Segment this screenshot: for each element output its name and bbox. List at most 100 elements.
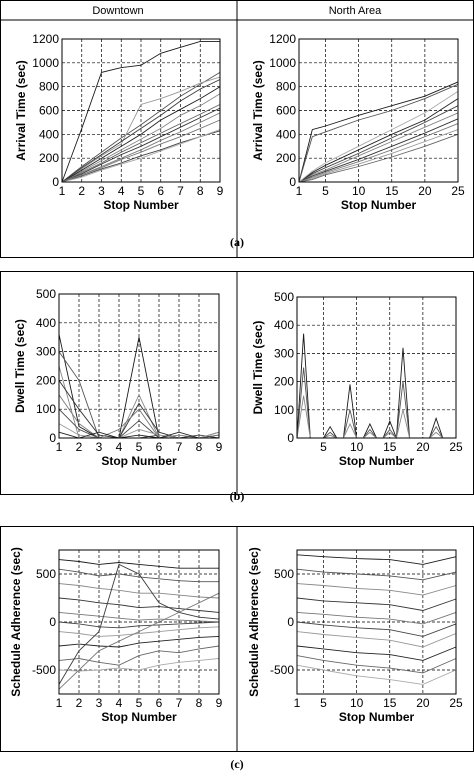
y-tick-label: 1000 bbox=[269, 56, 296, 70]
y-axis-label: Dwell Time (sec) bbox=[251, 321, 265, 415]
y-tick-label: 200 bbox=[274, 375, 294, 389]
series-line bbox=[298, 118, 459, 183]
x-tick-label: 5 bbox=[320, 440, 327, 454]
series-line bbox=[61, 40, 220, 183]
y-tick-label: -500 bbox=[270, 663, 294, 677]
plot-area-frame bbox=[296, 549, 457, 695]
series-line bbox=[298, 129, 459, 183]
series-line bbox=[61, 79, 221, 183]
series-line bbox=[296, 621, 457, 637]
x-tick-label: 6 bbox=[156, 696, 163, 710]
series-line bbox=[61, 93, 221, 183]
y-tick-label: 500 bbox=[36, 287, 56, 301]
y-axis-label: Schedule Adherence (sec) bbox=[9, 547, 23, 697]
series-line bbox=[58, 658, 220, 672]
series-line bbox=[58, 611, 220, 623]
header-downtown: Downtown bbox=[92, 5, 143, 17]
x-tick-label: 25 bbox=[451, 184, 465, 198]
plot-area-frame bbox=[58, 293, 220, 439]
series-line bbox=[298, 98, 459, 183]
x-tick-label: 1 bbox=[59, 184, 66, 198]
x-tick-label: 1 bbox=[56, 440, 63, 454]
y-tick-label: 1000 bbox=[32, 56, 59, 70]
y-tick-label: 200 bbox=[276, 151, 296, 165]
x-tick-label: 15 bbox=[383, 696, 397, 710]
y-tick-label: 300 bbox=[274, 346, 294, 360]
chart-b-north: 5 10 15 20 25 0 100 200 300 400 500 Stop Number Dwel… bbox=[251, 290, 463, 468]
x-axis-label: Stop Number bbox=[339, 454, 415, 468]
series-line bbox=[298, 123, 459, 183]
caption-b: (b) bbox=[230, 489, 245, 503]
series-line bbox=[61, 129, 221, 183]
x-tick-label: 3 bbox=[96, 440, 103, 454]
series-line bbox=[58, 394, 220, 439]
series-line bbox=[58, 563, 220, 685]
y-tick-label: 100 bbox=[274, 403, 294, 417]
y-tick-label: 800 bbox=[39, 80, 59, 94]
x-tick-label: 20 bbox=[418, 184, 432, 198]
x-tick-label: 2 bbox=[78, 184, 85, 198]
y-tick-label: 0 bbox=[49, 615, 56, 629]
y-tick-label: 0 bbox=[287, 431, 294, 445]
series-line bbox=[61, 76, 221, 183]
caption-a: (a) bbox=[230, 235, 244, 249]
series-line bbox=[58, 568, 219, 583]
y-tick-label: 100 bbox=[36, 402, 56, 416]
x-tick-label: 9 bbox=[216, 696, 223, 710]
x-tick-label: 15 bbox=[383, 440, 397, 454]
y-tick-label: 600 bbox=[276, 104, 296, 118]
series-line bbox=[58, 408, 220, 439]
x-tick-label: 2 bbox=[76, 440, 83, 454]
y-tick-label: -500 bbox=[32, 663, 56, 677]
x-tick-label: 5 bbox=[136, 696, 143, 710]
x-tick-label: 5 bbox=[136, 440, 143, 454]
x-tick-label: 7 bbox=[176, 696, 183, 710]
x-tick-label: 7 bbox=[176, 440, 183, 454]
series-line bbox=[296, 611, 457, 625]
y-tick-label: 1200 bbox=[32, 32, 59, 46]
series-line bbox=[61, 72, 221, 183]
y-axis-label: Arrival Time (sec) bbox=[14, 60, 28, 161]
series-line bbox=[298, 112, 459, 183]
series-line bbox=[61, 86, 221, 183]
x-tick-label: 5 bbox=[138, 184, 145, 198]
x-tick-label: 15 bbox=[385, 184, 399, 198]
x-tick-label: 8 bbox=[196, 696, 203, 710]
x-axis-label: Stop Number bbox=[339, 710, 415, 724]
x-tick-label: 4 bbox=[116, 696, 123, 710]
y-tick-label: 300 bbox=[36, 345, 56, 359]
x-tick-label: 10 bbox=[352, 184, 366, 198]
caption-c: (c) bbox=[230, 757, 243, 771]
chart-b-downtown: 1 2 3 4 5 6 7 8 9 0 100 200 300 400 500 Stop Number Dwel… bbox=[13, 287, 223, 468]
x-axis-label: Stop Number bbox=[103, 198, 179, 212]
y-tick-label: 400 bbox=[276, 127, 296, 141]
y-axis-label: Dwell Time (sec) bbox=[13, 319, 27, 413]
y-tick-label: 400 bbox=[274, 318, 294, 332]
y-tick-label: 800 bbox=[276, 80, 296, 94]
x-tick-label: 8 bbox=[196, 440, 203, 454]
x-tick-label: 4 bbox=[118, 184, 125, 198]
series-line bbox=[296, 655, 457, 674]
y-axis-label: Arrival Time (sec) bbox=[251, 60, 265, 161]
y-tick-label: 0 bbox=[289, 175, 296, 189]
header-north-area: North Area bbox=[329, 5, 382, 17]
x-tick-label: 20 bbox=[416, 696, 430, 710]
x-tick-label: 6 bbox=[156, 440, 163, 454]
x-tick-label: 25 bbox=[449, 696, 463, 710]
x-tick-label: 10 bbox=[350, 440, 364, 454]
y-tick-label: 500 bbox=[36, 567, 56, 581]
series-line bbox=[58, 626, 220, 637]
x-tick-label: 10 bbox=[350, 696, 364, 710]
x-tick-label: 6 bbox=[157, 184, 164, 198]
x-axis-label: Stop Number bbox=[341, 198, 417, 212]
series-line bbox=[61, 112, 221, 183]
x-tick-label: 9 bbox=[217, 184, 224, 198]
series-line bbox=[61, 104, 221, 183]
series-line bbox=[61, 107, 221, 183]
series-line bbox=[296, 554, 457, 565]
y-tick-label: 500 bbox=[274, 567, 294, 581]
series-line bbox=[296, 395, 456, 439]
